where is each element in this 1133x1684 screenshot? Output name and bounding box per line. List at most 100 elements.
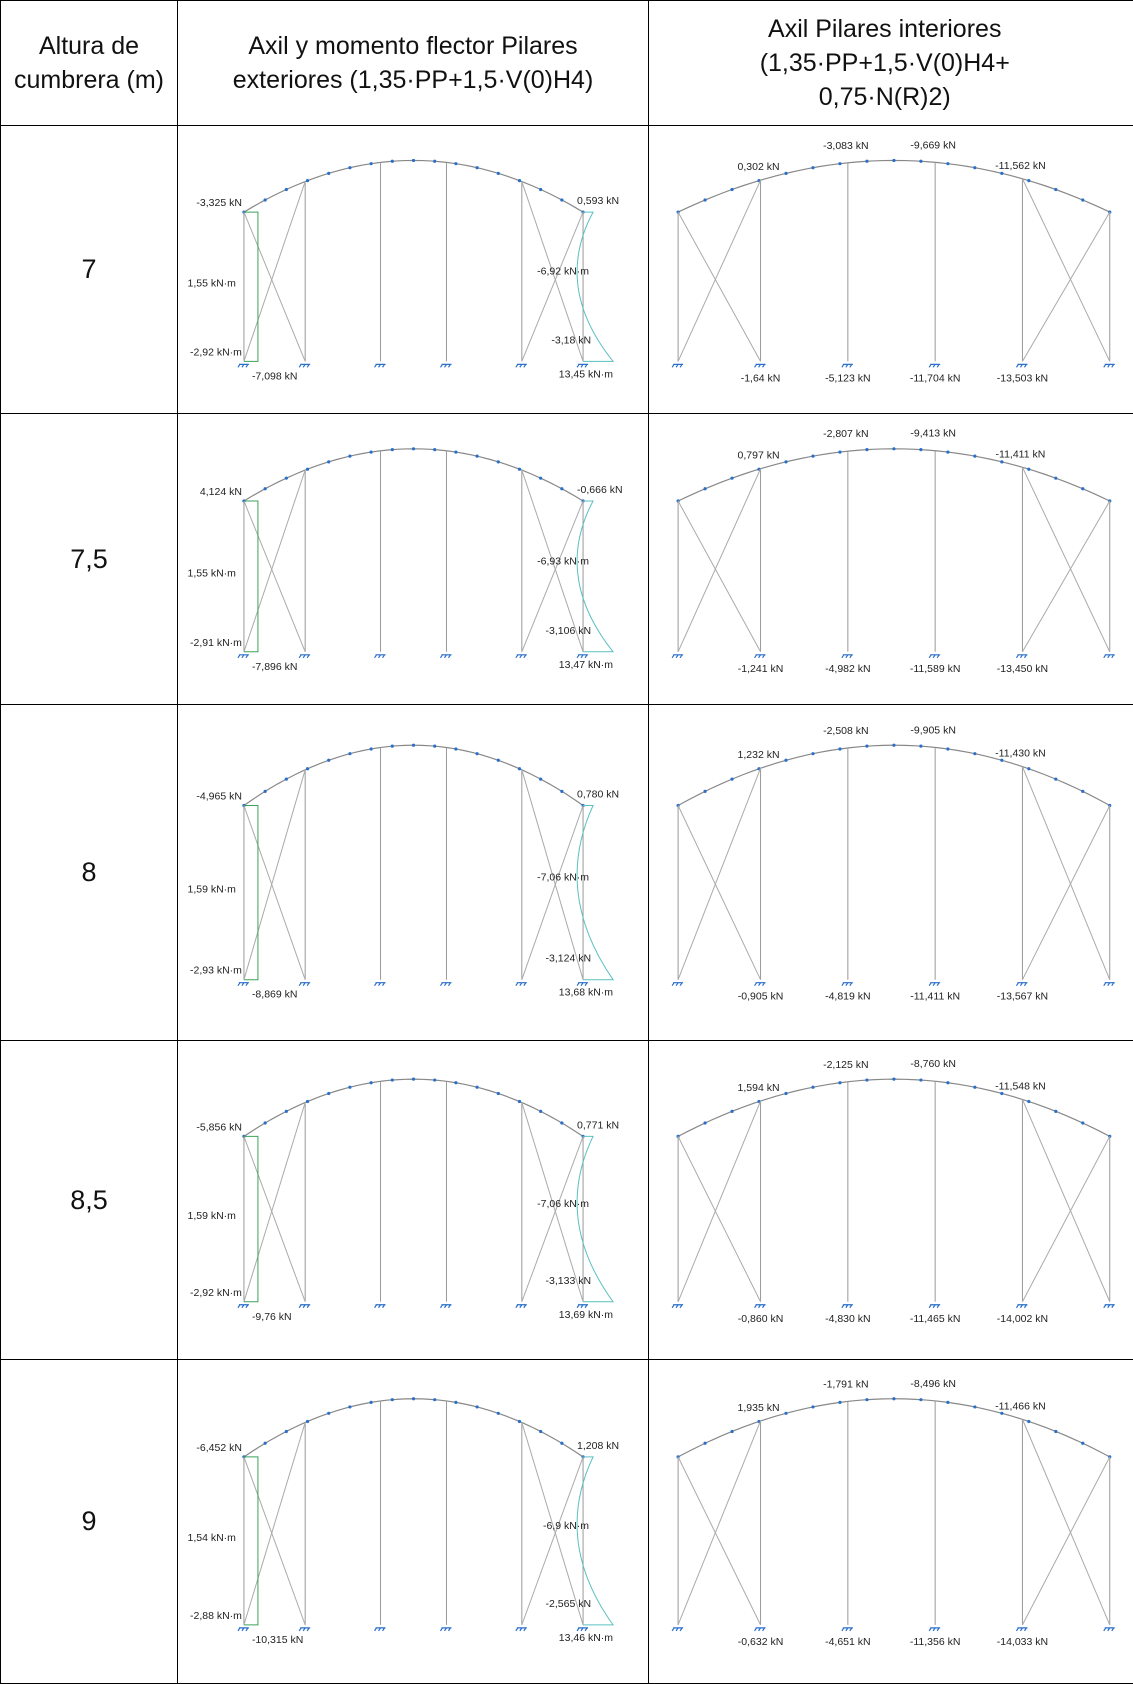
node: [285, 1110, 288, 1113]
support: [375, 1628, 386, 1631]
node: [811, 752, 814, 755]
results-table: Altura de cumbrera (m) Axil y momento fl…: [0, 0, 1133, 1684]
support: [842, 1305, 853, 1308]
node: [327, 759, 330, 762]
brace: [678, 1136, 760, 1301]
axil-top-label: -9,669 kN: [910, 139, 956, 151]
support: [755, 1628, 766, 1631]
node: [306, 1420, 309, 1423]
node: [370, 162, 373, 165]
axil-top-label: -11,411 kN: [996, 448, 1046, 460]
node: [285, 188, 288, 191]
axil-top-label: -1,791 kN: [823, 1378, 869, 1390]
node: [391, 1398, 394, 1401]
support: [516, 983, 527, 986]
node: [892, 1397, 895, 1400]
rafter: [244, 449, 583, 501]
support: [1016, 364, 1027, 367]
axil-bottom-label: -1,64 kN: [741, 372, 781, 384]
axil-top-label: -8,760 kN: [910, 1058, 956, 1070]
node: [433, 1398, 436, 1401]
support: [440, 1305, 451, 1308]
force-label: -3,106 kN: [546, 625, 592, 637]
node: [518, 1420, 521, 1423]
node: [412, 1078, 415, 1081]
node: [454, 1401, 457, 1404]
axil-top-label: 0,797 kN: [738, 450, 780, 462]
axil-top-label: 1,935 kN: [738, 1402, 780, 1414]
node: [560, 198, 563, 201]
node: [348, 1086, 351, 1089]
force-label: -7,098 kN: [252, 370, 298, 382]
node: [1054, 477, 1057, 480]
support: [375, 1305, 386, 1308]
axil-bottom-label: -5,123 kN: [825, 372, 871, 384]
axil-bottom-label: -4,830 kN: [825, 1313, 871, 1325]
support: [238, 1628, 249, 1631]
node: [1027, 1420, 1030, 1423]
node: [454, 1081, 457, 1084]
support: [375, 364, 386, 367]
node: [703, 790, 706, 793]
node: [973, 752, 976, 755]
axil-top-label: -11,466 kN: [995, 1400, 1046, 1412]
node: [946, 162, 949, 165]
axil-top-label: 0,302 kN: [738, 161, 780, 173]
force-label: -5,856 kN: [196, 1121, 242, 1133]
node: [412, 744, 415, 747]
support: [842, 983, 853, 986]
exterior-diagram: 4,124 kN-0,666 kN1,55 kN·m-6,93 kN·m-2,9…: [178, 414, 649, 704]
support: [516, 655, 527, 658]
node: [784, 1412, 787, 1415]
node: [433, 448, 436, 451]
node: [454, 450, 457, 453]
node: [370, 1401, 373, 1404]
node: [1081, 487, 1084, 490]
axil-bottom-label: -4,982 kN: [825, 663, 871, 675]
node: [433, 160, 436, 163]
axil-top-label: -9,905 kN: [910, 724, 956, 736]
node: [475, 752, 478, 755]
brace: [1022, 212, 1109, 361]
axil-bottom-label: -0,905 kN: [738, 991, 784, 1003]
axil-bottom-label: -14,033 kN: [997, 1636, 1048, 1648]
node: [497, 759, 500, 762]
node: [560, 790, 563, 793]
node: [475, 1086, 478, 1089]
node: [703, 487, 706, 490]
node: [454, 162, 457, 165]
node: [919, 160, 922, 163]
node: [811, 1405, 814, 1408]
support: [299, 1628, 310, 1631]
force-label: -6,92 kN·m: [537, 266, 589, 278]
interior-cell: 1,232 kN-0,905 kN-2,508 kN-4,819 kN-9,90…: [649, 705, 1133, 1041]
interior-cell: 0,797 kN-1,241 kN-2,807 kN-4,982 kN-9,41…: [649, 414, 1133, 705]
node: [475, 1405, 478, 1408]
header-text: Axil Pilares interiores (1,35·PP+1,5·V(0…: [649, 12, 1133, 114]
node: [370, 1081, 373, 1084]
node: [973, 1405, 976, 1408]
brace: [1022, 1457, 1109, 1625]
support: [1104, 1628, 1115, 1631]
force-label: -3,133 kN: [546, 1275, 592, 1287]
force-label: 0,593 kN: [577, 195, 619, 207]
height-cell: 8,5: [1, 1041, 178, 1360]
node: [454, 747, 457, 750]
force-label: 1,59 kN·m: [188, 1210, 237, 1222]
node: [348, 166, 351, 169]
node: [1027, 468, 1030, 471]
support: [1016, 1305, 1027, 1308]
node: [412, 447, 415, 450]
node: [1081, 790, 1084, 793]
support: [238, 655, 249, 658]
axil-bottom-label: -13,450 kN: [997, 663, 1048, 675]
node: [264, 1442, 267, 1445]
node: [391, 745, 394, 748]
node: [264, 1121, 267, 1124]
